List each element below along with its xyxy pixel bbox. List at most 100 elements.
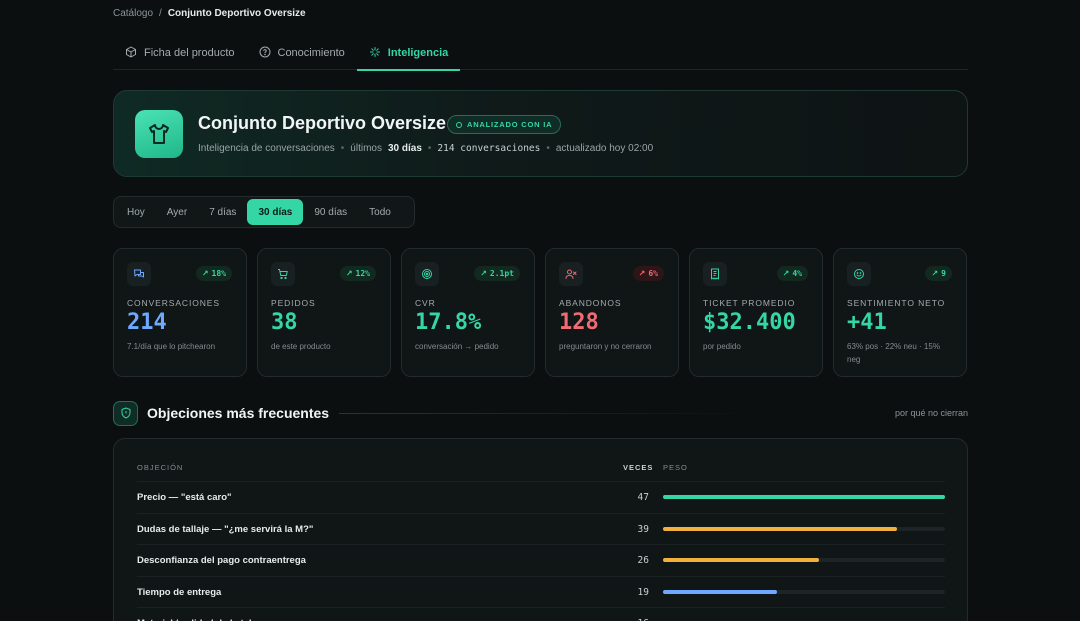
dot-separator: •: [427, 143, 432, 154]
kpi-label: SENTIMIENTO NETO: [847, 298, 946, 308]
delta-value: 4%: [792, 269, 802, 278]
range-ayer-button[interactable]: Ayer: [166, 206, 188, 218]
tab-conocimiento[interactable]: Conocimiento: [247, 36, 357, 70]
objection-count: 26: [637, 555, 649, 566]
kpi-delta-badge: ↗ 18%: [195, 266, 232, 281]
cart-icon: [271, 262, 295, 286]
section-hint: por qué no cierran: [894, 408, 968, 418]
kpi-note: de este producto: [271, 342, 331, 351]
range-todo-button[interactable]: Todo: [369, 206, 391, 218]
target-icon: [415, 262, 439, 286]
chat-icon: [127, 262, 151, 286]
kpi-label: CONVERSACIONES: [127, 298, 220, 308]
delta-value: 6%: [648, 269, 658, 278]
objection-count: 16: [638, 618, 649, 621]
kpi-card-abandonos: ↗ 6% ABANDONOS 128 preguntaron y no cerra…: [545, 248, 679, 377]
breadcrumb-separator: /: [159, 8, 162, 19]
updated-timestamp: actualizado hoy 02:00: [555, 143, 654, 154]
weight-bar-fill: [663, 558, 819, 562]
objection-label: Material / calidad de la tela: [137, 618, 257, 621]
table-row: Material / calidad de la tela 16: [137, 607, 945, 621]
breadcrumb: Catálogo / Conjunto Deportivo Oversize: [113, 8, 306, 19]
tab-label: Conocimiento: [277, 47, 345, 59]
receipt-icon: [703, 262, 727, 286]
subtitle-text: Inteligencia de conversaciones: [198, 143, 335, 154]
column-header-weight: PESO: [663, 463, 688, 472]
tab-ficha-del-producto[interactable]: Ficha del producto: [113, 36, 247, 70]
section-divider: [339, 412, 760, 414]
kpi-note: 63% pos · 22% neu · 15% neg: [847, 342, 940, 364]
breadcrumb-root-link[interactable]: Catálogo: [113, 8, 154, 19]
range-7-dias-button[interactable]: 7 días: [209, 206, 237, 218]
kpi-label: ABANDONOS: [559, 298, 622, 308]
kpi-value: 38: [271, 310, 298, 335]
kpi-value: 17.8%: [415, 310, 482, 335]
kpi-delta-badge: ↗ 12%: [339, 266, 376, 281]
kpi-note: conversación → pedido: [415, 342, 499, 351]
tshirt-icon: [135, 110, 183, 158]
kpi-delta-badge: ↗ 6%: [632, 266, 664, 281]
kpi-note: 7.1/día que lo pitchearon: [127, 342, 216, 351]
table-row: Dudas de tallaje — "¿me servirá la M?" 39: [137, 512, 945, 544]
tab-inteligencia[interactable]: Inteligencia: [356, 36, 461, 71]
objection-count: 19: [637, 586, 649, 598]
objection-label: Tiempo de entrega: [137, 586, 222, 598]
kpi-card-ticket-promedio: ↗ 4% TICKET PROMEDIO $32.400 por pedido: [689, 248, 823, 377]
delta-value: 9: [941, 269, 946, 278]
range-30-dias-button[interactable]: 30 días: [247, 199, 304, 225]
kpi-delta-badge: ↗ 4%: [776, 266, 808, 281]
arrow-up-right-icon: ↗: [638, 269, 646, 278]
delta-value: 2.1pt: [489, 269, 514, 278]
weight-bar-track: [663, 558, 945, 562]
range-90-dias-button[interactable]: 90 días: [314, 206, 348, 218]
product-title: Conjunto Deportivo Oversize: [198, 113, 447, 133]
kpi-note: por pedido: [703, 342, 741, 351]
objection-count: 39: [637, 523, 649, 535]
user-x-icon: [559, 262, 583, 286]
objection-label: Dudas de tallaje — "¿me servirá la M?": [137, 523, 314, 535]
kpi-label: TICKET PROMEDIO: [703, 298, 796, 308]
arrow-up-right-icon: ↗: [931, 269, 939, 278]
kpi-delta-badge: ↗ 9: [925, 266, 952, 281]
product-header-card: Conjunto Deportivo Oversize ANALIZADO CO…: [113, 90, 968, 177]
ai-analyzed-badge: ANALIZADO CON IA: [447, 115, 562, 134]
period-value: 30 días: [387, 143, 422, 154]
kpi-value: +41: [847, 310, 887, 335]
range-hoy-button[interactable]: Hoy: [127, 206, 145, 218]
objection-label: Desconfianza del pago contraentrega: [137, 555, 306, 566]
kpi-card-sentimiento-neto: ↗ 9 SENTIMIENTO NETO +41 63% pos · 22% ne…: [833, 248, 967, 377]
tab-bar: Ficha del producto Conocimiento Intelige…: [113, 36, 968, 71]
kpi-value: 128: [559, 310, 599, 335]
table-row: Precio — "está caro" 47: [137, 481, 945, 512]
box-icon: [125, 46, 137, 61]
kpi-grid: ↗ 18% CONVERSACIONES 214 7.1/día que lo p…: [113, 248, 968, 377]
table-row: Tiempo de entrega 19: [137, 575, 945, 607]
kpi-value: 214: [127, 310, 167, 335]
kpi-card-cvr: ↗ 2.1pt CVR 17.8% conversación → pedido: [401, 248, 535, 377]
column-header-count: VECES: [623, 463, 654, 472]
arrow-up-right-icon: ↗: [480, 269, 487, 278]
tab-label: Inteligencia: [387, 47, 449, 59]
kpi-card-conversaciones: ↗ 18% CONVERSACIONES 214 7.1/día que lo p…: [113, 248, 247, 377]
objections-table: OBJECIÓN VECES PESO Precio — "está caro"…: [113, 438, 968, 621]
badge-label: ANALIZADO CON IA: [467, 120, 553, 129]
kpi-card-pedidos: ↗ 12% PEDIDOS 38 de este producto: [257, 248, 391, 377]
product-subtitle: Inteligencia de conversaciones • últimos…: [198, 143, 653, 154]
table-row: Desconfianza del pago contraentrega 26: [137, 544, 945, 575]
kpi-delta-badge: ↗ 2.1pt: [474, 266, 520, 281]
arrow-up-right-icon: ↗: [782, 269, 790, 278]
arrow-up-right-icon: ↗: [345, 269, 353, 278]
period-prefix: últimos: [350, 143, 382, 154]
kpi-label: PEDIDOS: [271, 298, 316, 308]
weight-bar-track: [663, 589, 945, 594]
delta-value: 18%: [211, 269, 226, 278]
weight-bar-track: [663, 495, 945, 499]
objection-count: 47: [637, 492, 649, 503]
conversation-count: 214 conversaciones: [437, 143, 541, 154]
badge-dot-icon: [456, 121, 462, 128]
dot-separator: •: [340, 143, 345, 154]
column-header-objection: OBJECIÓN: [137, 463, 184, 472]
delta-value: 12%: [355, 269, 370, 278]
kpi-label: CVR: [415, 298, 436, 308]
shield-icon: [113, 400, 138, 426]
